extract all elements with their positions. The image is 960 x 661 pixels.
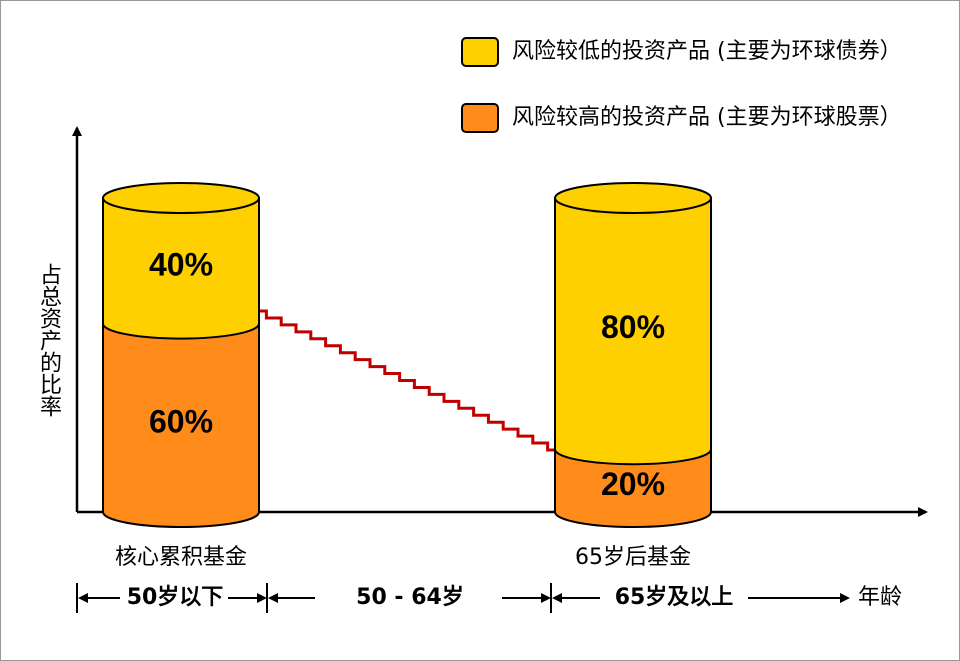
bar-segment [102,322,260,528]
age-range: 65岁及以上 [615,584,734,610]
value-label: 60% [149,403,213,439]
category-label: 核心累积基金 [115,545,247,570]
value-label: 20% [601,466,665,502]
value-label: 80% [601,309,665,345]
bar-segment [554,448,712,528]
cylinder-top [554,182,712,214]
legend-label: 风险较低的投资产品 (主要为环球债券） [512,39,902,64]
y-axis-label: 占总资产的比率 [36,263,62,417]
age-range: 50 - 64岁 [356,584,464,610]
bar-segment [554,197,712,466]
legend-swatch [461,103,499,133]
age-range: 50岁以下 [127,584,224,610]
category-label: 65岁后基金 [575,545,691,570]
value-label: 40% [149,246,213,282]
trend-line [259,309,555,452]
x-axis-label: 年龄 [858,585,902,610]
cylinder-top [102,182,260,214]
legend-label: 风险较高的投资产品 (主要为环球股票） [512,105,902,130]
age-dividers [76,583,850,613]
legend-swatch [461,37,499,67]
bar-segment [102,197,260,340]
